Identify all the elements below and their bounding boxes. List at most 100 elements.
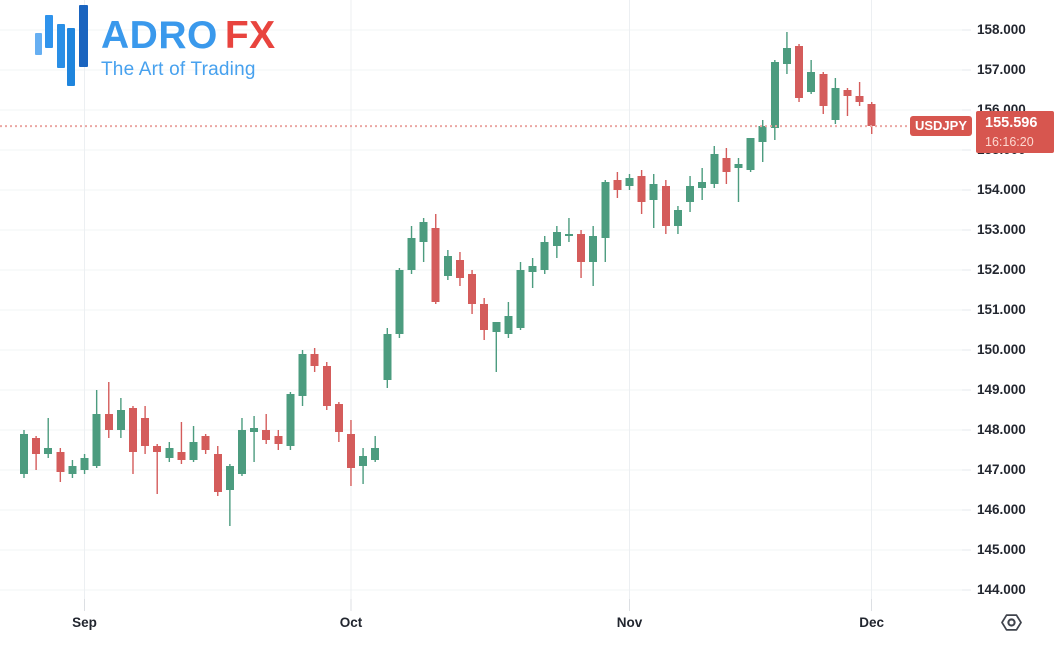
logo-bar <box>35 33 42 55</box>
candle[interactable] <box>359 448 368 484</box>
candle[interactable] <box>686 176 695 212</box>
price-axis-tick <box>962 189 971 191</box>
candle-wick <box>253 416 255 462</box>
candle[interactable] <box>334 402 343 442</box>
candles-series[interactable] <box>20 32 876 526</box>
candle[interactable] <box>637 170 646 214</box>
candle[interactable] <box>468 270 477 314</box>
candle[interactable] <box>770 60 779 140</box>
symbol-price-flag: USDJPY <box>910 116 972 137</box>
logo-bar <box>45 15 53 48</box>
candle[interactable] <box>831 78 840 124</box>
candle[interactable] <box>80 454 89 474</box>
candle[interactable] <box>44 418 53 458</box>
candle[interactable] <box>589 226 598 286</box>
time-axis-tick <box>629 599 630 611</box>
candle[interactable] <box>116 398 125 438</box>
candle[interactable] <box>286 392 295 450</box>
candle-body <box>492 322 501 332</box>
candle[interactable] <box>431 214 440 304</box>
candle[interactable] <box>274 430 283 450</box>
candle[interactable] <box>371 436 380 462</box>
candle-body <box>189 442 198 460</box>
candle[interactable] <box>201 434 210 454</box>
candle[interactable] <box>746 138 755 172</box>
candle[interactable] <box>298 350 307 406</box>
candle[interactable] <box>601 180 610 262</box>
candle[interactable] <box>782 32 791 74</box>
candle[interactable] <box>225 464 234 526</box>
candle-wick <box>858 82 861 106</box>
candle[interactable] <box>56 448 65 482</box>
candle[interactable] <box>649 174 658 228</box>
candle[interactable] <box>177 422 186 464</box>
price-axis-tick <box>962 389 971 391</box>
candle[interactable] <box>322 362 331 410</box>
candle[interactable] <box>552 226 561 258</box>
candle[interactable] <box>577 230 586 278</box>
candle[interactable] <box>504 302 513 338</box>
price-axis-label: 148.000 <box>977 422 1026 437</box>
candle[interactable] <box>104 382 113 438</box>
candle[interactable] <box>564 218 573 242</box>
candle[interactable] <box>867 102 876 134</box>
candle[interactable] <box>165 442 174 462</box>
candle[interactable] <box>68 460 77 478</box>
candle[interactable] <box>262 414 271 444</box>
axis-settings-icon[interactable] <box>1000 611 1023 634</box>
candle[interactable] <box>189 426 198 462</box>
candle[interactable] <box>20 430 28 478</box>
candle[interactable] <box>613 172 622 198</box>
candle[interactable] <box>443 250 452 280</box>
candle[interactable] <box>250 416 259 462</box>
candle[interactable] <box>455 252 464 286</box>
candle[interactable] <box>758 120 767 162</box>
candle[interactable] <box>141 406 150 454</box>
candle[interactable] <box>673 206 682 234</box>
price-axis-tick <box>962 429 971 431</box>
candle[interactable] <box>310 348 319 372</box>
candle-body <box>734 164 743 168</box>
candle[interactable] <box>843 88 852 116</box>
h-gridline <box>0 29 962 31</box>
candle[interactable] <box>407 226 416 274</box>
candle[interactable] <box>492 322 501 372</box>
candle[interactable] <box>153 444 162 494</box>
candle[interactable] <box>625 174 634 190</box>
candle[interactable] <box>92 390 101 468</box>
candle[interactable] <box>855 82 864 106</box>
candle[interactable] <box>213 446 222 496</box>
h-gridline <box>0 69 962 71</box>
candle-wick <box>737 158 740 202</box>
candle-body <box>710 154 719 184</box>
candle-body <box>686 186 695 202</box>
candle[interactable] <box>516 262 525 330</box>
candle[interactable] <box>395 268 404 338</box>
candle-body <box>322 366 331 406</box>
candle-body <box>468 274 477 304</box>
candle[interactable] <box>419 218 428 262</box>
candle[interactable] <box>722 148 731 184</box>
candle-body <box>564 234 573 236</box>
candle[interactable] <box>819 72 828 114</box>
candle[interactable] <box>540 236 549 274</box>
candle[interactable] <box>795 44 804 102</box>
candle-body <box>262 430 271 440</box>
candle[interactable] <box>480 298 489 340</box>
candle[interactable] <box>346 420 355 486</box>
candle[interactable] <box>710 146 719 188</box>
candle[interactable] <box>661 180 670 234</box>
candle[interactable] <box>383 328 392 388</box>
h-gridline <box>0 109 962 111</box>
candle[interactable] <box>528 258 537 288</box>
candle-body <box>92 414 101 466</box>
candle[interactable] <box>128 406 137 474</box>
candle[interactable] <box>698 168 707 200</box>
h-gridline <box>0 549 962 551</box>
candle[interactable] <box>237 418 246 476</box>
candle[interactable] <box>734 158 743 202</box>
candle[interactable] <box>32 436 41 470</box>
candle[interactable] <box>807 60 816 94</box>
candle-body <box>649 184 658 200</box>
